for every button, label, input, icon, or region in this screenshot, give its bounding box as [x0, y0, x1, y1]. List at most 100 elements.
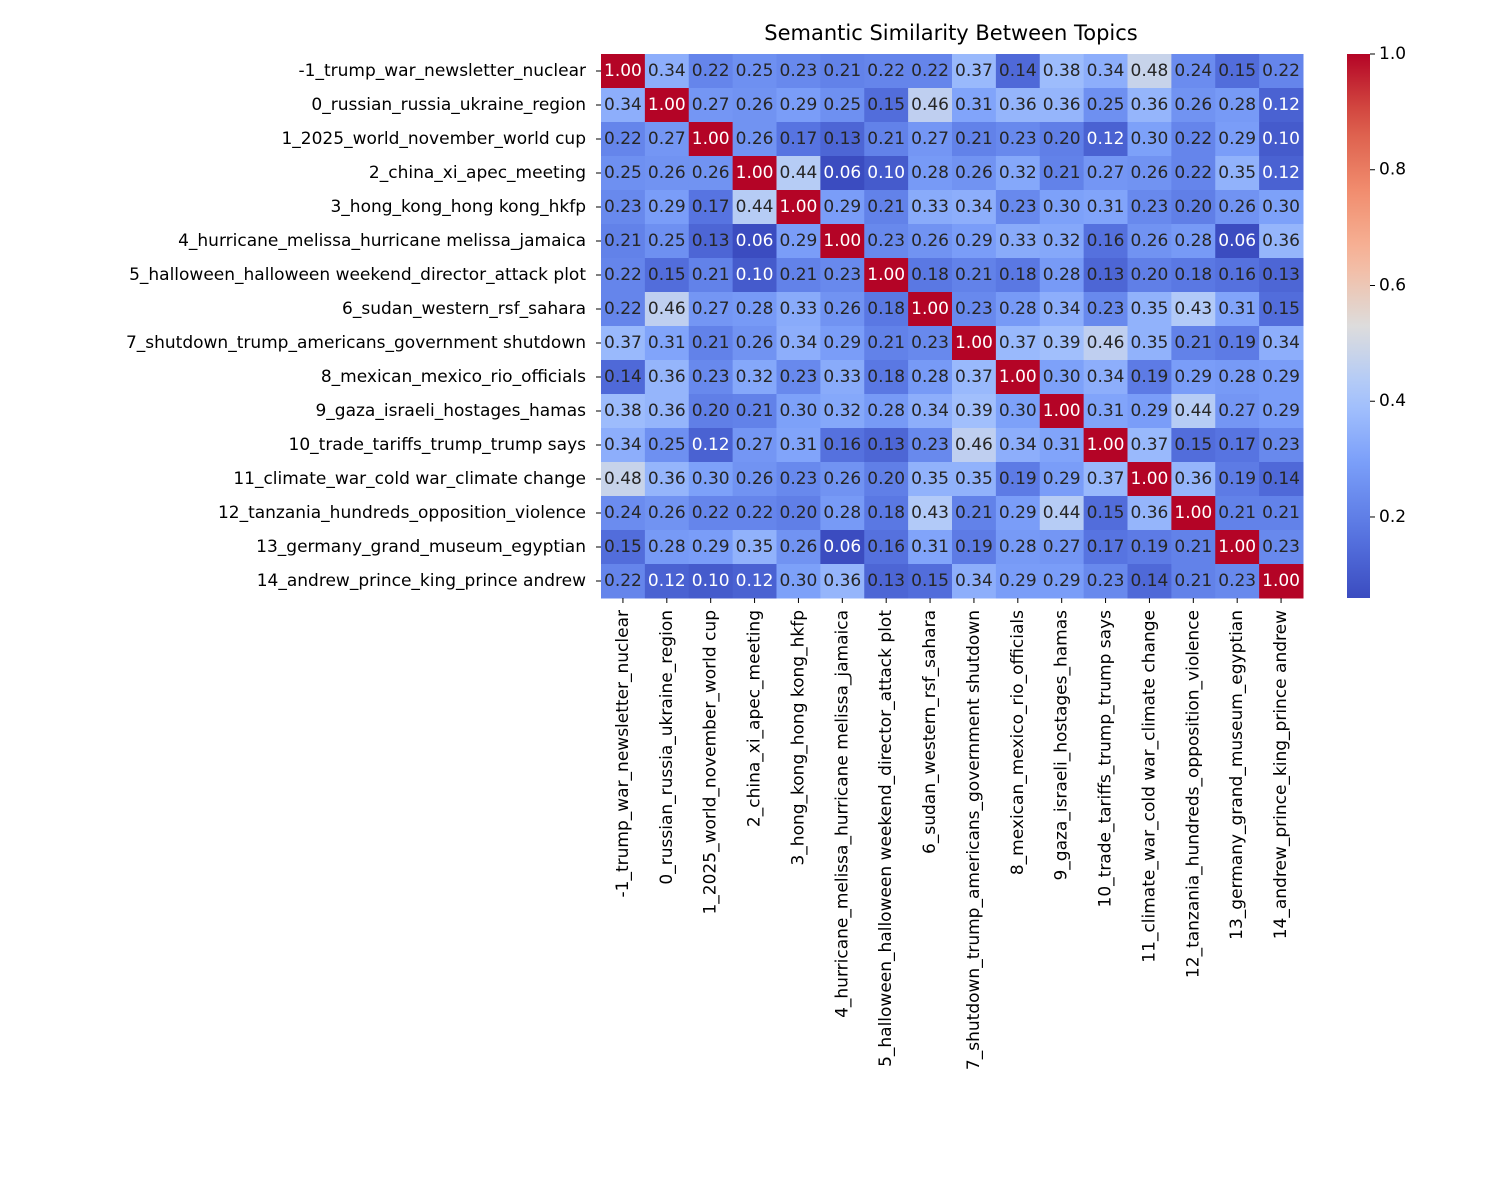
heatmap-cell [995, 496, 1041, 531]
heatmap-cell [601, 496, 646, 531]
cell-label: 0.27 [648, 129, 686, 149]
heatmap-cell [732, 496, 777, 531]
cell-label: 0.37 [955, 367, 993, 387]
cell-label: 0.34 [780, 333, 818, 353]
heatmap-cell [864, 428, 909, 463]
cell-label: 1.00 [1131, 469, 1169, 489]
cell-label: 0.26 [648, 163, 686, 183]
cell-label: 0.29 [823, 197, 861, 217]
cell-label: 1.00 [1087, 435, 1125, 455]
cell-label: 0.28 [1174, 231, 1212, 251]
cell-label: 0.28 [736, 299, 774, 319]
heatmap-cell [864, 564, 909, 599]
heatmap-cell [1127, 156, 1172, 191]
heatmap-cell [776, 54, 821, 89]
heatmap-cell [908, 88, 953, 123]
cell-label: 0.06 [823, 163, 861, 183]
cell-label: 0.44 [736, 197, 774, 217]
heatmap-cell [908, 326, 953, 361]
heatmap-cell [601, 564, 646, 599]
cell-label: 0.18 [867, 367, 905, 387]
heatmap-cell [1215, 530, 1260, 565]
heatmap-cell [776, 462, 821, 497]
heatmap-cell [601, 326, 646, 361]
heatmap-cell [1259, 496, 1304, 531]
cell-label: 0.23 [911, 333, 949, 353]
x-tick-label: 4_hurricane_melissa_hurricane melissa_ja… [832, 610, 852, 1018]
heatmap-cell [1215, 326, 1260, 361]
heatmap-cell [952, 156, 997, 191]
heatmap-cell [1083, 564, 1128, 599]
heatmap-cell [1259, 292, 1304, 327]
cell-label: 0.28 [1218, 95, 1256, 115]
heatmap-cell [1171, 156, 1216, 191]
heatmap-cell [1127, 122, 1172, 157]
cell-label: 0.21 [955, 503, 993, 523]
cell-label: 0.27 [1043, 537, 1081, 557]
cell-label: 0.28 [1043, 265, 1081, 285]
heatmap-cell [1215, 122, 1260, 157]
cell-label: 0.21 [867, 197, 905, 217]
heatmap-cell [1039, 564, 1085, 599]
heatmap-cell [820, 190, 865, 225]
heatmap-cell [1259, 428, 1304, 463]
colorbar-tick-label: 0.8 [1379, 160, 1406, 180]
heatmap-cell [732, 462, 777, 497]
heatmap-cell [995, 564, 1041, 599]
y-tick-label: 6_sudan_western_rsf_sahara [342, 299, 586, 319]
x-tick-label: 14_andrew_prince_king_prince andrew [1271, 610, 1291, 939]
cell-label: 0.34 [1262, 333, 1300, 353]
heatmap-cell [644, 122, 690, 157]
y-tick-label: 5_halloween_halloween weekend_director_a… [129, 265, 586, 285]
cell-label: 0.06 [823, 537, 861, 557]
heatmap-cell [908, 530, 953, 565]
heatmap-cell [952, 530, 997, 565]
cell-label: 0.29 [1043, 571, 1081, 591]
heatmap-cell [601, 292, 646, 327]
cell-label: 0.22 [604, 129, 642, 149]
heatmap-cell [820, 564, 865, 599]
heatmap-cell [952, 292, 997, 327]
x-tick-label: 10_trade_tariffs_trump_trump says [1096, 610, 1116, 908]
x-tick-label: -1_trump_war_newsletter_nuclear [613, 610, 633, 897]
cell-label: 0.46 [955, 435, 993, 455]
heatmap-cell [1171, 360, 1216, 395]
cell-label: 0.36 [648, 367, 686, 387]
cell-label: 0.21 [1174, 571, 1212, 591]
heatmap-cell [952, 496, 997, 531]
cell-label: 0.31 [1218, 299, 1256, 319]
cell-label: 0.23 [780, 61, 818, 81]
cell-label: 0.10 [867, 163, 905, 183]
chart-title: Semantic Similarity Between Topics [764, 21, 1137, 45]
heatmap-cell [908, 462, 953, 497]
cell-label: 0.34 [955, 197, 993, 217]
cell-label: 0.23 [604, 197, 642, 217]
heatmap-cell [1171, 496, 1216, 531]
heatmap-cell [1039, 394, 1085, 429]
cell-label: 0.29 [1262, 367, 1300, 387]
cell-label: 0.29 [1131, 401, 1169, 421]
heatmap-cell [820, 428, 865, 463]
heatmap-cell [864, 530, 909, 565]
heatmap-cell [995, 156, 1041, 191]
colorbar [1347, 54, 1370, 598]
cell-label: 1.00 [955, 333, 993, 353]
heatmap-cell [1127, 360, 1172, 395]
cell-label: 0.28 [911, 367, 949, 387]
heatmap-cell [1083, 258, 1128, 293]
cell-label: 0.46 [1087, 333, 1125, 353]
cell-label: 1.00 [867, 265, 905, 285]
cell-label: 0.48 [1131, 61, 1169, 81]
heatmap-cell [776, 394, 821, 429]
heatmap-cell [1039, 258, 1085, 293]
heatmap-cell [1039, 462, 1085, 497]
heatmap-cell [688, 564, 734, 599]
cell-label: 0.18 [911, 265, 949, 285]
cell-label: 0.31 [780, 435, 818, 455]
heatmap-cell [1127, 88, 1172, 123]
cell-label: 0.35 [1131, 333, 1169, 353]
cell-label: 1.00 [1043, 401, 1081, 421]
cell-label: 0.31 [1043, 435, 1081, 455]
heatmap-cell [995, 54, 1041, 89]
heatmap-cell [1215, 462, 1260, 497]
